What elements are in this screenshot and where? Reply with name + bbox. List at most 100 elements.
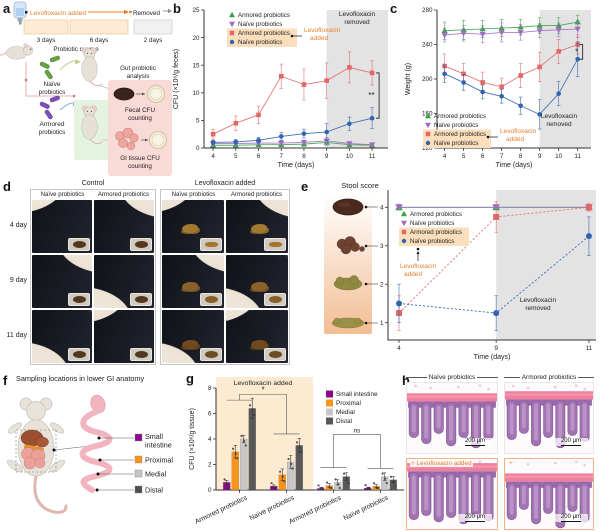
svg-text:8: 8 [302,153,306,160]
histology-header-naive: Naïve probiotics [406,372,499,382]
svg-text:CFU (×10⁶/g tissue): CFU (×10⁶/g tissue) [189,408,196,470]
histology-panel: Naïve probiotics Armored probiotics + Le… [400,372,600,532]
panel-label-e: e [301,179,309,194]
panel-label-h: h [402,373,410,388]
svg-text:10: 10 [555,153,563,160]
svg-text:10: 10 [346,153,354,160]
svg-text:9: 9 [325,153,329,160]
svg-text:Time (days): Time (days) [474,354,511,361]
stool-pellet [72,296,86,303]
svg-text:280: 280 [422,7,433,14]
stool-pellet [268,296,282,303]
svg-text:Levofloxacin: Levofloxacin [541,113,578,120]
gi-legend-item: Medial [134,470,167,479]
svg-text:Distal: Distal [336,418,352,425]
stool-score-panel: Stool score [300,178,600,372]
stool-pellet [134,241,148,248]
svg-text:6: 6 [481,153,485,160]
stool-pellet [268,242,282,247]
svg-text:Naïve probiotics: Naïve probiotics [434,122,478,129]
svg-text:*: * [575,47,578,56]
gi-anatomy-title: Sampling locations in lower GI anatomy [16,374,145,383]
segment-2-label: 6 days [90,37,109,44]
svg-text:1: 1 [380,320,384,327]
mouse-photo [94,255,154,308]
tissue-cfu-chart: Levofloxacin added 0 2 4 6 8 CFU (×10⁶/g tissu… [189,377,404,526]
svg-text:Armored probiotics: Armored probiotics [238,12,290,19]
gi-legend-item: Distal [134,486,163,495]
svg-text:11: 11 [586,345,593,352]
stool-pellet [204,242,218,247]
svg-text:added: added [506,136,524,143]
mouse-photo [32,255,92,308]
svg-text:Naïve probiotics: Naïve probiotics [434,140,478,147]
svg-text:Naïve probiotics: Naïve probiotics [238,39,282,46]
mouse-photo [226,310,288,363]
naive-bacteria-icon [38,54,61,81]
panel-label-f: f [3,373,8,388]
svg-text:**: ** [368,91,374,100]
stool-score-chart: 1 2 3 4 4 9 11 Time (days) Armored probiotics Naï… [380,190,596,361]
scale-bar: 200 μm [554,438,588,447]
stool-inset [68,238,90,251]
svg-text:5: 5 [234,153,238,160]
svg-text:Naïve probiotics: Naïve probiotics [249,494,296,522]
svg-text:removed: removed [525,305,551,312]
mouse-photo [94,200,154,253]
svg-text:6: 6 [257,153,261,160]
panel-label-d: d [3,179,11,194]
petri-dish-icon [149,131,167,149]
control-group-title: Control [81,180,105,187]
scale-bar: 200 μm [458,438,492,447]
gi-cfu-label-1: GI tissue CFU [120,155,160,162]
column-label-naive: Naïve probiotics [40,191,85,198]
gi-legend-item: Proximal [134,456,173,465]
svg-text:Distal: Distal [145,486,163,495]
svg-text:Armored probiotics: Armored probiotics [410,229,462,236]
panel-label-a: a [3,1,11,16]
timeline-segment-2 [69,19,129,35]
svg-text:9: 9 [494,345,498,352]
svg-text:Small: Small [145,432,163,441]
svg-text:3: 3 [380,243,384,250]
svg-text:6: 6 [208,411,212,418]
histology-header-armored: Armored probiotics [504,372,594,382]
histology-image-levofloxacin [504,458,594,530]
stool-inset [264,348,286,361]
svg-text:*: * [261,385,264,394]
naive-label-1: Naïve [44,81,61,88]
svg-text:Levofloxacin: Levofloxacin [304,27,341,34]
svg-text:removed: removed [344,19,370,26]
stool-inset [264,238,286,251]
intestine-diagram-icon [79,394,113,493]
gi-anatomy-panel: Sampling locations in lower GI anatomy [0,372,186,532]
svg-text:Naïve probiotics: Naïve probiotics [343,494,390,522]
probiotic-course-label: Probiotic course [53,46,99,53]
svg-text:Weight (g): Weight (g) [405,63,412,95]
svg-text:5: 5 [196,118,200,125]
svg-text:removed: removed [546,121,572,128]
stool-pellet [268,351,282,358]
plus-marker: + [508,460,514,467]
mouse-photo [162,200,224,253]
naive-label-2: probiotics [39,89,65,96]
svg-text:Naïve probiotics: Naïve probiotics [410,220,454,227]
stool-photo-panel: 4 day 9 day 11 day Control Naïve probiot… [0,178,300,372]
stool-pellet [134,351,148,358]
svg-text:ns: ns [354,428,362,435]
gi-cfu-label-2: counting [128,163,152,170]
svg-text:20: 20 [192,35,200,42]
stool-inset [200,238,222,251]
panel-label-c: c [390,1,398,16]
svg-text:8: 8 [208,385,212,392]
svg-text:CFU (×10⁶/g feces): CFU (×10⁶/g feces) [173,49,180,109]
svg-text:4: 4 [397,345,401,352]
stool-smear [250,282,267,292]
mouse-ventral-icon [7,397,68,514]
stool-inset [130,293,152,306]
mouse-photo [32,310,92,363]
armored-label-2: probiotics [39,129,65,136]
gut-analysis-label-2: analysis [127,73,150,80]
svg-text:Levofloxacin added: Levofloxacin added [234,380,293,387]
